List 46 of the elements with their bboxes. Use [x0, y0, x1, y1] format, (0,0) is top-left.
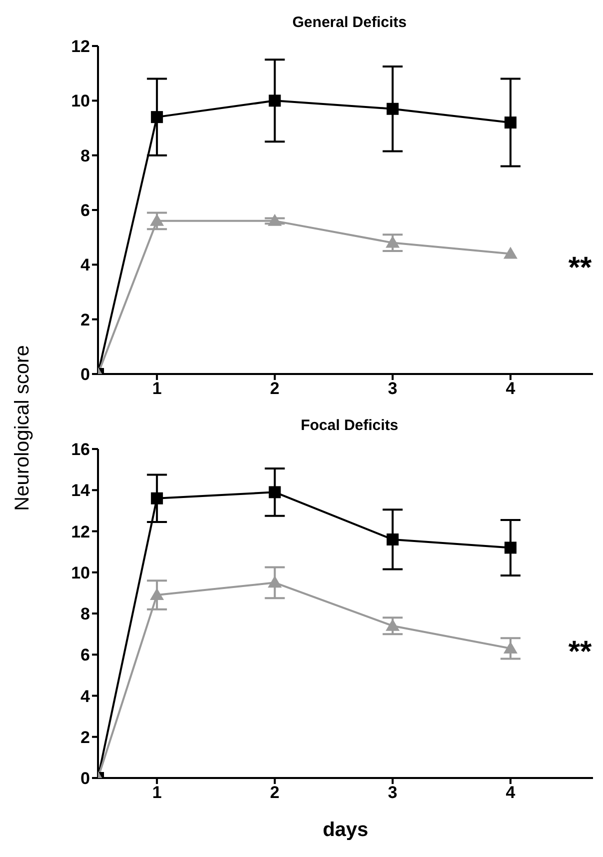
x-tick-label: 3 [388, 379, 398, 398]
y-tick-label: 6 [80, 646, 90, 665]
chart-title: Focal Deficits [300, 417, 400, 434]
point [504, 246, 518, 259]
y-tick-label: 2 [80, 310, 90, 330]
x-tick-label: 1 [152, 379, 162, 398]
x-tick-label: 4 [506, 379, 516, 398]
point [150, 111, 163, 124]
y-tick-label: 12 [71, 522, 90, 542]
point [268, 214, 282, 226]
point [386, 533, 399, 546]
point [150, 492, 163, 504]
point [386, 618, 400, 631]
x-tick-label: 2 [270, 783, 280, 802]
y-tick-label: 12 [71, 37, 90, 56]
y-tick-label: 6 [80, 201, 90, 220]
x-axis-title: days [322, 819, 368, 841]
y-tick-label: 8 [80, 146, 90, 166]
y-tick-label: 0 [80, 365, 90, 384]
y-tick-label: 2 [80, 728, 90, 747]
point [150, 214, 164, 226]
point [504, 116, 516, 129]
y-tick-label: 4 [80, 256, 91, 275]
point [386, 236, 400, 248]
annotation: ** [568, 252, 592, 284]
point [150, 588, 164, 600]
y-tick-label: 8 [80, 604, 90, 624]
y-tick-label: 10 [71, 563, 90, 582]
point [268, 94, 281, 107]
y-tick-label: 0 [80, 769, 90, 788]
x-tick-label: 4 [506, 783, 516, 802]
x-tick-label: 1 [152, 783, 162, 802]
x-tick-label: 3 [388, 783, 398, 802]
annotation: ** [568, 636, 592, 668]
y-tick-label: 4 [80, 686, 91, 706]
chart-title: General Deficits [291, 14, 408, 31]
point [504, 542, 516, 554]
y-tick-label: 16 [71, 440, 90, 460]
x-tick-label: 2 [270, 379, 280, 398]
y-tick-label: 10 [71, 92, 90, 111]
point [386, 102, 399, 115]
point [268, 576, 282, 588]
point [268, 486, 281, 498]
y-axis-title: Neurological score [12, 345, 34, 511]
y-tick-label: 14 [71, 481, 91, 500]
point [504, 641, 518, 654]
